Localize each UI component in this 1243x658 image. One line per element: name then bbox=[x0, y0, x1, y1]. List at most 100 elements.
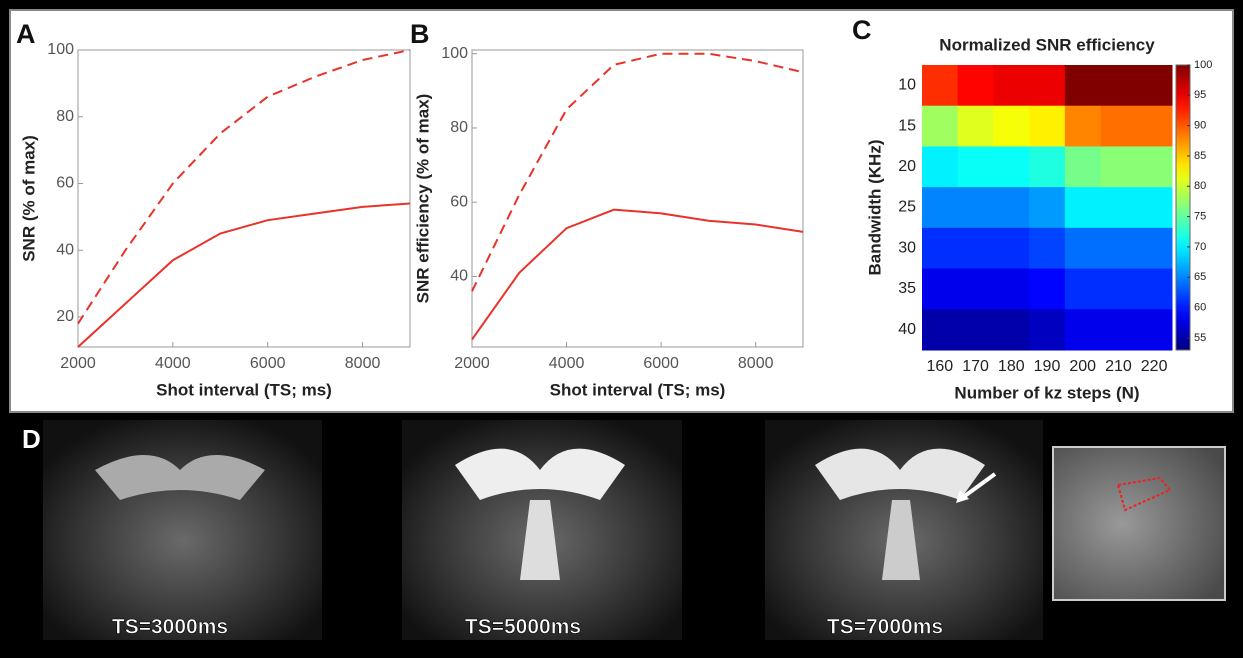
y-tick-label: 60 bbox=[56, 175, 74, 192]
heat-cell bbox=[993, 309, 1030, 351]
heat-cell bbox=[922, 187, 959, 229]
heat-cell bbox=[1029, 187, 1066, 229]
colorbar bbox=[1175, 64, 1191, 351]
heat-cell bbox=[1100, 227, 1137, 270]
arrow-head bbox=[956, 490, 969, 503]
x-tick-label: 6000 bbox=[250, 355, 286, 372]
heat-cell bbox=[922, 65, 959, 107]
heat-cell bbox=[1136, 105, 1173, 147]
heat-cell bbox=[957, 227, 994, 270]
y-axis-label: Bandwidth (KHz) bbox=[865, 140, 884, 276]
y-tick-label: 40 bbox=[450, 268, 468, 285]
heat-cell bbox=[1029, 146, 1066, 188]
heat-cell bbox=[1064, 146, 1102, 188]
colorbar-tick-label: 85 bbox=[1194, 150, 1206, 162]
ventricle bbox=[882, 500, 920, 580]
image-caption: TS=7000ms bbox=[827, 616, 943, 639]
heat-cell bbox=[957, 268, 994, 310]
heat-cell bbox=[993, 146, 1030, 188]
image-caption: TS=3000ms bbox=[112, 616, 228, 639]
colorbar-tick-label: 90 bbox=[1194, 120, 1206, 132]
heat-cell bbox=[1064, 187, 1102, 229]
ventricle bbox=[815, 448, 985, 500]
colorbar-tick-label: 80 bbox=[1194, 180, 1206, 192]
x-tick-label: 4000 bbox=[155, 355, 191, 372]
data-line bbox=[77, 202, 411, 348]
heat-cell bbox=[1136, 309, 1173, 351]
panel-label: D bbox=[22, 424, 41, 454]
x-tick-label: 160 bbox=[927, 358, 954, 375]
y-tick-label: 25 bbox=[898, 199, 916, 216]
colorbar-tick-label: 75 bbox=[1194, 211, 1206, 223]
heat-cell bbox=[922, 309, 959, 351]
heat-cell bbox=[1064, 268, 1102, 310]
heat-cell bbox=[1100, 146, 1137, 188]
colorbar-tick-label: 100 bbox=[1194, 59, 1212, 71]
heat-cell bbox=[1064, 105, 1102, 147]
heat-cell bbox=[1064, 65, 1102, 107]
panel-label: C bbox=[852, 15, 872, 45]
x-axis-label: Shot interval (TS; ms) bbox=[156, 380, 332, 399]
y-tick-label: 30 bbox=[898, 239, 916, 256]
heat-cell bbox=[993, 187, 1030, 229]
x-tick-label: 2000 bbox=[60, 355, 96, 372]
y-tick-label: 60 bbox=[450, 193, 468, 210]
heat-cell bbox=[1029, 105, 1066, 147]
heat-cell bbox=[993, 227, 1030, 270]
plot-frame bbox=[471, 49, 804, 348]
heat-cell bbox=[1136, 65, 1173, 107]
heat-cell bbox=[957, 309, 994, 351]
x-axis-label: Shot interval (TS; ms) bbox=[550, 380, 726, 399]
y-tick-label: 40 bbox=[898, 321, 916, 338]
heat-cell bbox=[993, 268, 1030, 310]
y-tick-label: 40 bbox=[56, 241, 74, 258]
mri-image bbox=[43, 420, 322, 640]
y-axis-label: SNR (% of max) bbox=[19, 135, 38, 262]
y-tick-label: 15 bbox=[898, 117, 916, 134]
heat-cell bbox=[993, 65, 1030, 107]
heat-cell bbox=[1136, 187, 1173, 229]
heat-cell bbox=[1136, 227, 1173, 270]
y-tick-label: 35 bbox=[898, 280, 916, 297]
roi-outline bbox=[1116, 476, 1172, 512]
x-tick-label: 200 bbox=[1069, 358, 1096, 375]
x-tick-label: 210 bbox=[1105, 358, 1132, 375]
panel-label: B bbox=[410, 19, 430, 49]
x-axis-label: Number of kz steps (N) bbox=[954, 383, 1139, 402]
ventricle bbox=[95, 455, 265, 500]
y-tick-label: 100 bbox=[441, 45, 468, 62]
ventricle bbox=[455, 448, 625, 500]
heat-cell bbox=[1064, 227, 1102, 270]
heat-cell bbox=[957, 187, 994, 229]
heat-cell bbox=[1136, 268, 1173, 310]
heat-cell bbox=[1029, 268, 1066, 310]
image-row: D TS=3000ms TS=5000ms TS=7000ms bbox=[22, 420, 1226, 640]
heat-cell bbox=[922, 227, 959, 270]
data-line bbox=[77, 49, 411, 325]
x-tick-label: 190 bbox=[1034, 358, 1061, 375]
arrow bbox=[960, 472, 997, 500]
data-line bbox=[471, 52, 804, 292]
x-tick-label: 4000 bbox=[549, 355, 585, 372]
chart-title: Normalized SNR efficiency bbox=[939, 35, 1155, 54]
heat-cell bbox=[993, 105, 1030, 147]
colorbar-tick-label: 95 bbox=[1194, 89, 1206, 101]
heat-cell bbox=[1100, 309, 1137, 351]
x-tick-label: 8000 bbox=[345, 355, 381, 372]
heat-cell bbox=[1100, 187, 1137, 229]
y-tick-label: 80 bbox=[450, 119, 468, 136]
y-axis-label: SNR efficiency (% of max) bbox=[413, 94, 432, 304]
heat-cell bbox=[957, 105, 994, 147]
y-tick-label: 80 bbox=[56, 108, 74, 125]
heat-cell bbox=[957, 146, 994, 188]
y-tick-label: 10 bbox=[898, 77, 916, 94]
heat-cell bbox=[922, 105, 959, 147]
panel-label: A bbox=[16, 19, 36, 49]
heat-cell bbox=[1100, 268, 1137, 310]
data-line bbox=[471, 208, 804, 341]
heat-cell bbox=[922, 146, 959, 188]
heat-cell bbox=[1029, 227, 1066, 270]
colorbar-tick-label: 65 bbox=[1194, 271, 1206, 283]
heat-cell bbox=[1064, 309, 1102, 351]
